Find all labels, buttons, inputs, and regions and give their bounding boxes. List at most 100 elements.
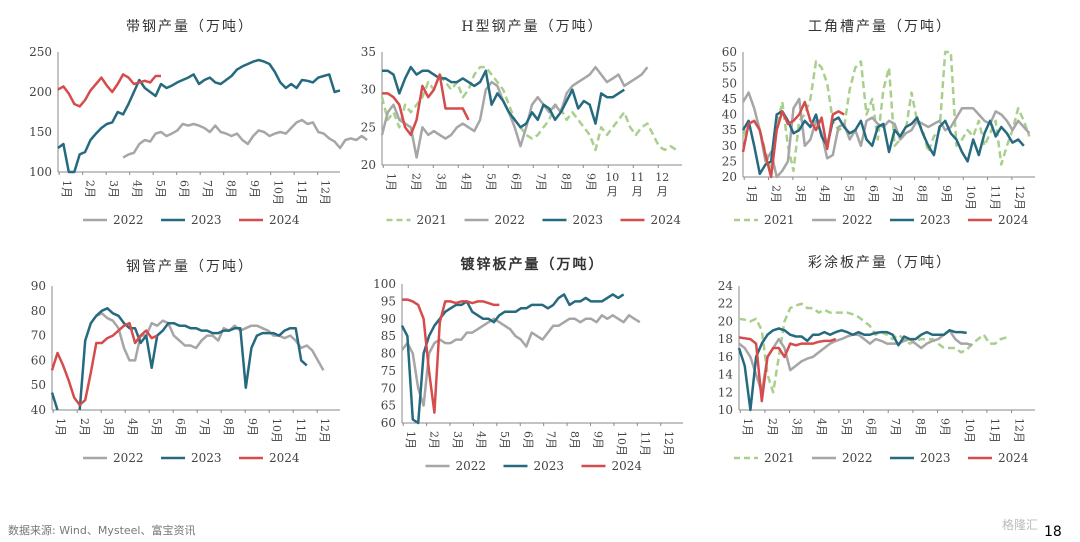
y-tick-label: 40 [31, 403, 46, 417]
x-tick-label: 6月 [867, 185, 880, 203]
y-tick-label: 35 [722, 123, 737, 137]
series-line-2023 [382, 65, 625, 129]
x-tick-label: 6月 [521, 431, 534, 449]
x-tick-label: 2月 [409, 173, 422, 191]
chart-panel-strip-steel: 带钢产量（万吨） 100 150 200 250 1月 2月 3月 4月 5月 6月 7月 8月 9月 1… [20, 12, 368, 237]
x-tick-label: 3月 [434, 173, 447, 191]
x-tick-label: 4月 [126, 418, 139, 436]
x-tick-label: 4月 [459, 173, 472, 191]
y-tick-label: 20 [722, 170, 737, 184]
x-tick-label: 1月 [54, 418, 67, 436]
x-tick-label: 1月 [741, 418, 754, 436]
x-tick-label: 12月 [318, 418, 331, 443]
x-tick-label: 4月 [815, 418, 828, 436]
x-tick-label: 11月 [988, 418, 1001, 443]
y-tick-label: 90 [31, 279, 46, 293]
chart-title: 钢管产量（万吨） [126, 259, 254, 275]
series-line-2024 [382, 73, 470, 137]
chart-svg: 40 50 60 70 80 90 1月 2月 3月 4月 5月 6月 7月 8月 9月 10月 11月 12月 2… [31, 279, 340, 465]
y-tick-label: 70 [31, 329, 46, 343]
x-tick-label: 3月 [791, 418, 804, 436]
chart-title: 彩涂板产量（万吨） [808, 255, 952, 271]
x-tick-label: 9月 [248, 180, 261, 198]
series-line-2023 [737, 327, 967, 412]
y-tick-label: 95 [381, 294, 396, 308]
y-tick-label: 40 [722, 108, 737, 122]
y-tick-label: 22 [718, 297, 733, 311]
x-tick-label: 10月 [270, 418, 283, 443]
y-tick-label: 70 [381, 381, 396, 395]
x-tick-label: 9月 [584, 173, 597, 191]
series-line-2024 [50, 321, 158, 407]
legend-label-2024: 2024 [612, 459, 643, 473]
x-tick-label: 5月 [154, 180, 167, 198]
y-tick-label: 200 [29, 85, 52, 99]
legend-label-2023: 2023 [920, 451, 951, 465]
y-tick-label: 16 [718, 350, 733, 364]
legend-label-2024: 2024 [998, 451, 1029, 465]
series-line-2023 [50, 307, 308, 411]
series-line-2022 [380, 65, 649, 159]
y-tick-label: 18 [718, 332, 733, 346]
x-tick-label: 6月 [865, 418, 878, 436]
series-line-2023 [741, 110, 1025, 176]
legend-label-2023: 2023 [920, 213, 951, 227]
y-tick-label: 20 [361, 158, 376, 172]
x-tick-label: 9月 [246, 418, 259, 436]
y-tick-label: 14 [718, 368, 734, 382]
x-tick-label: 8月 [225, 180, 238, 198]
series-line-2024 [741, 100, 845, 179]
x-tick-label: 8月 [914, 418, 927, 436]
legend-label-2021: 2021 [764, 451, 795, 465]
y-tick-label: 10 [718, 403, 733, 417]
y-tick-label: 100 [29, 165, 52, 179]
legend-label-2022: 2022 [113, 213, 144, 227]
y-tick-label: 35 [361, 45, 376, 59]
legend-label-2022: 2022 [456, 459, 487, 473]
series-line-2022 [741, 91, 1031, 179]
x-tick-label: 7月 [201, 180, 214, 198]
x-tick-label: 7月 [545, 431, 558, 449]
series-line-2023 [400, 293, 625, 425]
x-tick-label: 11 [630, 171, 644, 184]
watermark: 格隆汇 [1002, 518, 1039, 532]
legend-label-2024: 2024 [998, 213, 1029, 227]
x-tick-label: 12月 [662, 431, 675, 456]
x-tick-label: 6月 [509, 173, 522, 191]
series-line-2022 [401, 314, 641, 407]
x-tick-label: 7月 [891, 185, 904, 203]
legend-label-2022: 2022 [495, 213, 526, 227]
x-tick-label: 3月 [794, 185, 807, 203]
x-tick-label: 8月 [222, 418, 235, 436]
y-tick-label: 85 [381, 329, 396, 343]
legend-label-2023: 2023 [573, 213, 604, 227]
y-tick-label: 12 [718, 385, 733, 399]
chart-title: 工角槽产量（万吨） [808, 19, 952, 35]
chart-panel-angle-channel: 工角槽产量（万吨） 20 25 30 35 40 45 50 55 60 1月 2月 3月 4月 5月 6月… [705, 12, 1055, 237]
chart-panel-steel-pipe: 钢管产量（万吨） 40 50 60 70 80 90 1月 2月 3月 4月 5月 6月 7月 8月 9月 1… [20, 250, 360, 480]
x-tick-label: 4月 [131, 180, 144, 198]
y-tick-label: 80 [31, 304, 46, 318]
series-line-2024 [402, 298, 500, 414]
legend-label-2022: 2022 [842, 213, 873, 227]
x-tick-label: 3月 [451, 431, 464, 449]
x-tick-label: 11月 [638, 431, 651, 456]
x-tick-label: 月 [632, 185, 643, 198]
legend-label-2024: 2024 [269, 213, 300, 227]
y-tick-label: 150 [29, 125, 52, 139]
chart-panel-galvanized: 镀锌板产量（万吨） 60 65 70 75 80 85 90 95 100 1月 2月 3月 4月 5月 6… [360, 250, 705, 480]
y-tick-label: 45 [722, 92, 737, 106]
x-tick-label: 9月 [940, 185, 953, 203]
x-tick-label: 9月 [592, 431, 605, 449]
y-tick-label: 60 [31, 353, 46, 367]
x-tick-label: 1月 [384, 173, 397, 191]
y-tick-label: 25 [722, 154, 737, 168]
x-tick-label: 11月 [295, 180, 308, 205]
data-source-note: 数据来源: Wind、Mysteel、富宝资讯 [8, 524, 196, 537]
x-tick-label: 1月 [60, 180, 73, 198]
x-tick-label: 10月 [272, 180, 285, 205]
x-tick-label: 8月 [916, 185, 929, 203]
y-tick-label: 75 [381, 364, 396, 378]
legend-label-2023: 2023 [191, 451, 222, 465]
y-tick-label: 25 [361, 120, 376, 134]
